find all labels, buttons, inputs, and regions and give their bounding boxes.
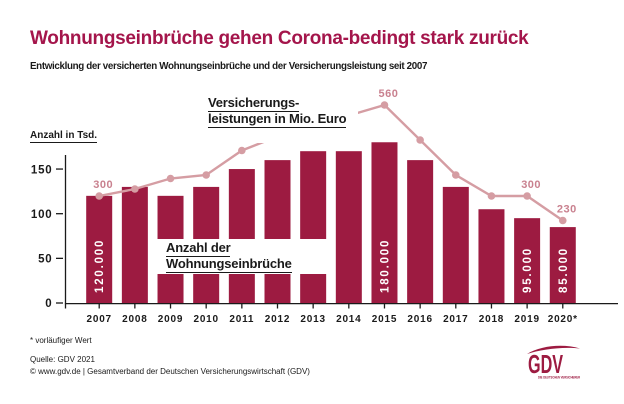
line-series-annotation: Versicherungs- leistungen in Mio. Euro: [204, 92, 359, 143]
y-tick-label-0: 0: [45, 298, 52, 310]
bar-series-annotation-line2: Wohnungseinbrüche: [166, 256, 292, 273]
page-title: Wohnungseinbrüche gehen Corona-bedingt s…: [30, 28, 529, 49]
bar-2011: [228, 169, 255, 303]
x-tick-label-2013: 2013: [300, 314, 325, 325]
bar-2014: [335, 151, 362, 303]
payout-point-2016: [416, 136, 424, 144]
bar-2019: [514, 218, 541, 303]
footnote: * vorläufiger Wert: [30, 336, 92, 345]
payout-point-2020*: [558, 216, 567, 225]
x-tick-label-2008: 2008: [122, 314, 147, 325]
bar-2020*: [549, 227, 576, 303]
x-tick-label-2007: 2007: [86, 314, 111, 325]
gdv-logo-text: GDV: [528, 349, 563, 379]
bar-2016: [407, 160, 434, 303]
source-line: Quelle: GDV 2021: [30, 355, 95, 364]
x-tick-label-2015: 2015: [372, 314, 397, 325]
payout-point-2009: [166, 174, 175, 183]
gdv-logo: GDV DIE DEUTSCHEN VERSICHERER: [527, 345, 580, 380]
bar-value-label-2019: 95.000: [522, 247, 534, 293]
payout-point-2015: [380, 101, 389, 109]
y-tick-label-150: 150: [31, 164, 53, 176]
payout-value-label-2015: 560: [379, 88, 399, 100]
payout-point-2008: [131, 185, 139, 193]
bar-2017: [442, 186, 469, 303]
gdv-logo-swoosh-icon: [527, 345, 580, 354]
payout-value-label-2020*: 230: [557, 204, 577, 216]
x-tick-label-2019: 2019: [514, 314, 539, 325]
x-tick-label-2018: 2018: [479, 314, 504, 325]
payout-point-2019: [523, 192, 531, 200]
x-tick-label-2016: 2016: [407, 314, 432, 325]
source-block: Quelle: GDV 2021 © www.gdv.de | Gesamtve…: [30, 354, 310, 378]
bar-value-label-2020*: 85.000: [558, 247, 570, 293]
bar-series-annotation-line1: Anzahl der: [166, 240, 231, 257]
bar-2012: [264, 160, 291, 303]
bar-2015: [371, 142, 398, 303]
y-tick-label-50: 50: [38, 254, 52, 266]
copyright-line: © www.gdv.de | Gesamtverband der Deutsch…: [30, 367, 310, 376]
x-tick-label-2009: 2009: [158, 314, 183, 325]
bar-series-annotation: Anzahl der Wohnungseinbrüche: [153, 239, 330, 274]
payout-value-label-2007: 300: [93, 179, 113, 191]
payout-point-2010: [202, 171, 210, 179]
x-tick-label-2014: 2014: [336, 314, 361, 325]
x-tick-label-2010: 2010: [193, 314, 218, 325]
line-series-annotation-line2: leistungen in Mio. Euro: [208, 111, 347, 128]
bar-value-label-2007: 120.000: [94, 239, 106, 293]
x-tick-label-2011: 2011: [229, 314, 254, 325]
payout-point-2017: [452, 171, 460, 179]
payout-point-2018: [487, 192, 496, 200]
y-tick-label-100: 100: [31, 209, 53, 221]
line-series-annotation-line1: Versicherungs-: [208, 95, 300, 112]
bar-value-label-2015: 180.000: [379, 239, 391, 293]
payout-value-label-2019: 300: [521, 179, 541, 191]
page-subtitle: Entwicklung der versicherten Wohnungsein…: [30, 61, 428, 72]
bar-2018: [478, 209, 505, 303]
x-tick-label-2020*: 2020*: [548, 314, 578, 325]
payout-point-2007: [95, 192, 103, 200]
gdv-logo-tagline: DIE DEUTSCHEN VERSICHERER: [538, 376, 580, 380]
x-tick-label-2017: 2017: [443, 314, 468, 325]
bar-2013: [300, 151, 327, 303]
payout-point-2011: [238, 146, 246, 155]
bar-2007: [86, 195, 113, 303]
x-tick-label-2012: 2012: [265, 314, 290, 325]
bar-2008: [121, 186, 148, 303]
y-axis-unit-label: Anzahl in Tsd.: [30, 130, 98, 143]
